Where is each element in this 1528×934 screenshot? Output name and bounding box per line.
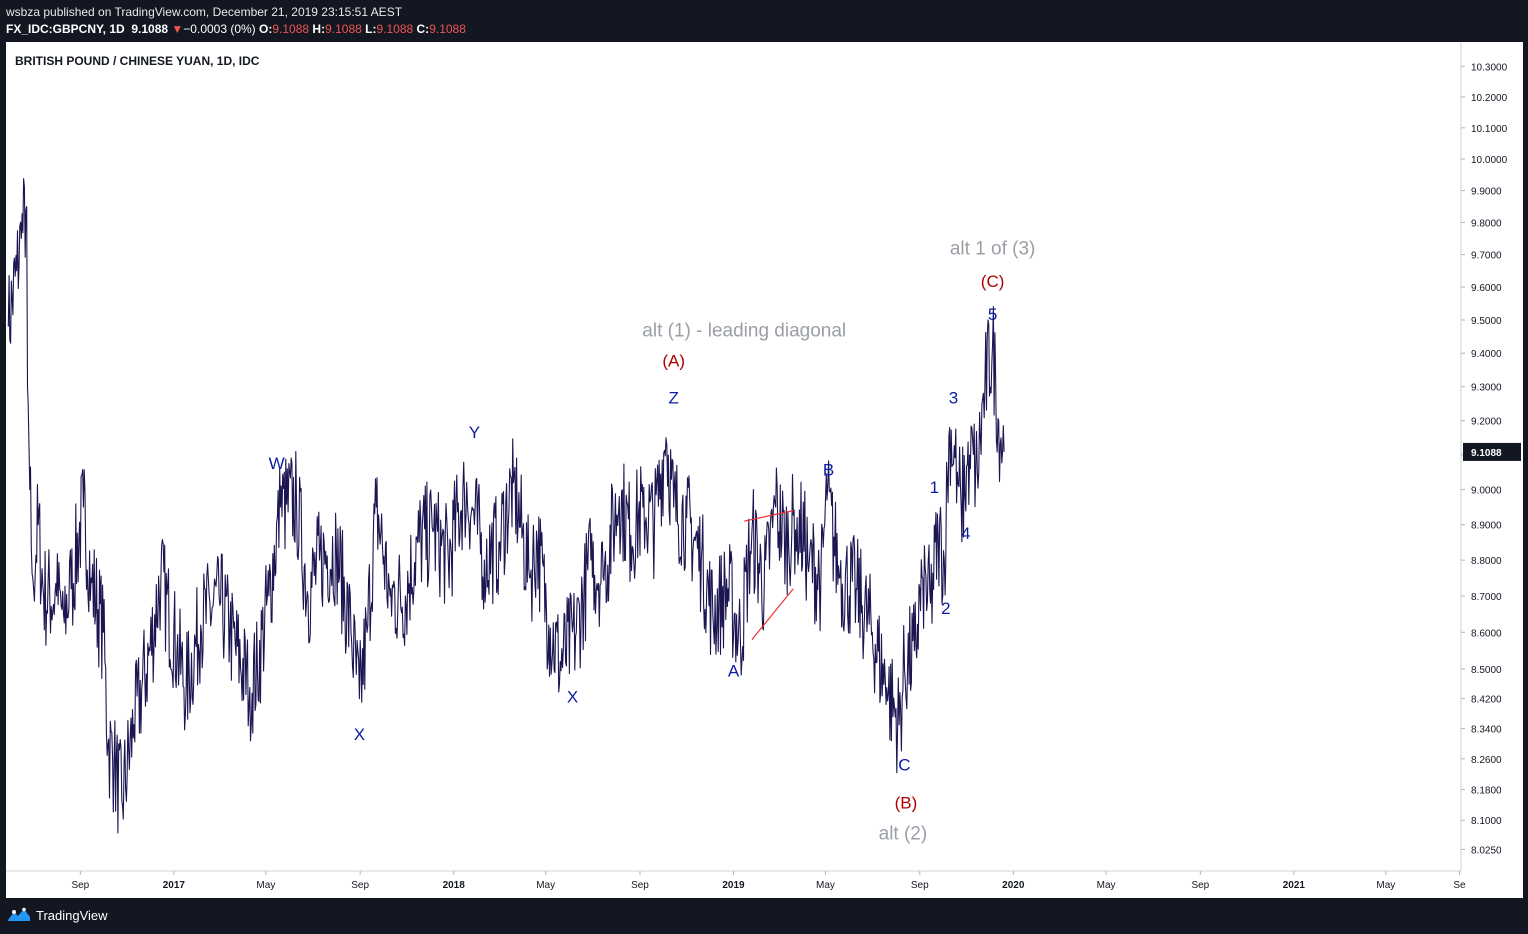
last-price: 9.1088: [131, 22, 169, 36]
time-axis-label: May: [1376, 880, 1395, 891]
price-axis-label: 9.0000: [1471, 486, 1502, 497]
price-axis-label: 9.7000: [1471, 251, 1502, 262]
time-axis-label: May: [816, 880, 835, 891]
wave-label: C: [898, 755, 910, 774]
wave-label: alt (2): [879, 824, 928, 845]
footer-bar: [0, 898, 1528, 934]
wave-label: B: [823, 461, 834, 480]
price-axis-label: 8.9000: [1471, 521, 1502, 532]
price-axis-label: 8.8000: [1471, 556, 1502, 567]
time-axis-label: May: [536, 880, 555, 891]
wave-label: alt (1) - leading diagonal: [642, 321, 846, 342]
time-axis-label: May: [1097, 880, 1116, 891]
time-axis-label: Sep: [71, 880, 89, 891]
price-axis-label: 8.4200: [1471, 695, 1502, 706]
price-axis-label: 9.8000: [1471, 218, 1502, 229]
wave-label: A: [728, 661, 740, 680]
price-axis-label: 8.3400: [1471, 725, 1502, 736]
price-axis-label: 9.9000: [1471, 187, 1502, 198]
tradingview-brand-text: TradingView: [36, 907, 108, 923]
wave-label: X: [567, 687, 578, 706]
price-axis-label: 8.0250: [1471, 845, 1502, 856]
price-axis-label: 10.3000: [1471, 62, 1508, 73]
wave-label: Z: [669, 389, 679, 408]
high-value: 9.1088: [325, 22, 362, 36]
time-axis[interactable]: Sep 2017 May Sep 2018 May Sep 2019 May Sep 2020 May…: [71, 871, 1466, 891]
price-line: [7, 178, 1005, 834]
high-label: H:: [312, 22, 326, 36]
trendline[interactable]: [744, 510, 794, 522]
wave-label: 3: [949, 389, 958, 408]
time-axis-label: 2019: [722, 880, 745, 891]
price-axis-label: 8.1000: [1471, 816, 1502, 827]
price-axis-label: 10.2000: [1471, 93, 1508, 104]
close-label: C:: [416, 22, 430, 36]
price-axis-label: 10.1000: [1471, 124, 1508, 135]
wave-label: 5: [988, 305, 997, 324]
low-label: L:: [365, 22, 377, 36]
price-axis-label: 9.4000: [1471, 349, 1502, 360]
price-axis-label: 9.5000: [1471, 316, 1502, 327]
price-axis-label: 10.0000: [1471, 155, 1508, 166]
wave-label: 2: [941, 599, 950, 618]
time-axis-label: Sep: [351, 880, 369, 891]
last-price-tag-label: 9.1088: [1471, 448, 1502, 459]
wave-label: 4: [961, 524, 970, 543]
wave-label: (A): [662, 352, 685, 371]
price-series: [7, 178, 1005, 834]
price-axis[interactable]: 10.3000 10.2000 10.1000 10.0000 9.9000 9.8000…: [1461, 62, 1508, 856]
tradingview-logo-icon: [8, 907, 30, 921]
wave-label: (B): [895, 794, 918, 813]
chart-panel[interactable]: BRITISH POUND / CHINESE YUAN, 1D, IDC 10…: [6, 42, 1523, 898]
trendline[interactable]: [751, 588, 794, 640]
wave-label: (C): [981, 272, 1005, 291]
price-axis-label: 8.7000: [1471, 592, 1502, 603]
time-axis-label: Sep: [911, 880, 929, 891]
change-value: −0.0003 (0%): [183, 22, 256, 36]
wave-label: alt 1 of (3): [950, 239, 1036, 260]
price-axis-label: 9.3000: [1471, 383, 1502, 394]
chart-header: wsbza published on TradingView.com, Dece…: [0, 0, 1528, 42]
time-axis-label: 2018: [443, 880, 466, 891]
price-axis-label: 9.2000: [1471, 417, 1502, 428]
open-value: 9.1088: [272, 22, 310, 36]
tradingview-brand[interactable]: TradingView: [6, 907, 108, 923]
price-axis-label: 8.6000: [1471, 628, 1502, 639]
chart-title: BRITISH POUND / CHINESE YUAN, 1D, IDC: [15, 54, 260, 68]
wave-label: W: [269, 454, 285, 473]
close-value: 9.1088: [429, 22, 466, 36]
wave-labels: W X Y X Z (A) alt (1) - leading diagonal A B C (B)…: [269, 239, 1036, 845]
wave-label: X: [354, 725, 365, 744]
quote-line: FX_IDC:GBPCNY, 1D 9.1088 ▼−0.0003 (0%) O…: [6, 22, 466, 36]
last-price-tag-box: [1463, 442, 1521, 461]
open-label: O:: [259, 22, 273, 36]
time-axis-label: 2021: [1283, 880, 1306, 891]
time-axis-label: 2020: [1002, 880, 1025, 891]
time-axis-label: 2017: [163, 880, 186, 891]
time-axis-label: Sep: [1191, 880, 1209, 891]
price-axis-label: 8.2600: [1471, 755, 1502, 766]
price-axis-label: 8.1800: [1471, 785, 1502, 796]
wave-label: Y: [469, 423, 480, 442]
last-price-tag: 9.1088: [1463, 442, 1521, 461]
published-info: wsbza published on TradingView.com, Dece…: [6, 5, 403, 19]
price-axis-label: 8.5000: [1471, 665, 1502, 676]
trendlines: [744, 510, 794, 640]
wave-label: 1: [930, 478, 939, 497]
time-axis-label: Se: [1453, 880, 1466, 891]
price-axis-label: 9.6000: [1471, 283, 1502, 294]
symbol-label[interactable]: FX_IDC:GBPCNY, 1D: [6, 22, 125, 36]
time-axis-label: Sep: [631, 880, 649, 891]
low-value: 9.1088: [376, 22, 414, 36]
change-arrow-icon: ▼: [171, 22, 184, 36]
price-chart[interactable]: BRITISH POUND / CHINESE YUAN, 1D, IDC 10…: [6, 42, 1523, 898]
time-axis-label: May: [256, 880, 275, 891]
